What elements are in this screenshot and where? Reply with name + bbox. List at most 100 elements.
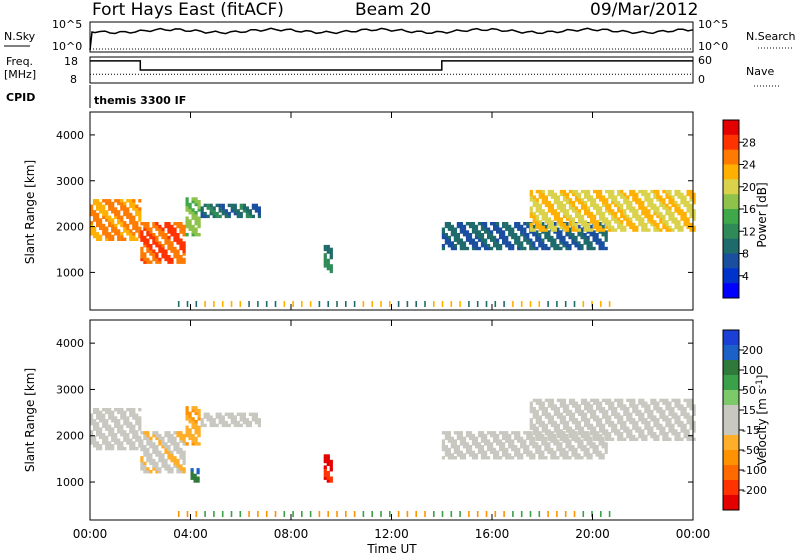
heat-cell [459, 244, 463, 248]
heat-cell [505, 456, 509, 460]
heat-cell [487, 442, 491, 446]
heat-cell [544, 217, 548, 221]
heat-cell [656, 198, 660, 202]
heat-cell [574, 450, 578, 454]
heat-cell [146, 227, 150, 231]
heat-cell [611, 412, 615, 416]
heat-cell [568, 227, 572, 231]
heat-cell [553, 423, 557, 428]
heat-cell [149, 252, 153, 256]
heat-cell [617, 434, 621, 439]
heat-cell [120, 427, 124, 431]
heat-cell [326, 476, 330, 480]
heat-cell [677, 437, 681, 441]
heat-cell [677, 192, 681, 197]
heat-cell [191, 417, 195, 421]
heat-cell [179, 227, 183, 231]
heat-cell [620, 407, 624, 411]
heat-cell [571, 415, 576, 419]
heat-cell [674, 209, 678, 213]
heat-cell [565, 217, 570, 221]
heat-cell [647, 432, 651, 436]
heat-cell [514, 436, 518, 441]
heat-cell [529, 404, 533, 408]
heat-cell [114, 207, 118, 211]
power-ylabel: Slant Range [km] [23, 160, 37, 264]
heat-cell [167, 235, 171, 240]
heat-cell [547, 404, 551, 408]
heat-cell [323, 468, 327, 472]
heat-cell [135, 430, 139, 434]
heat-cell [680, 420, 684, 425]
heat-cell [508, 436, 512, 441]
heat-cell [538, 432, 542, 436]
heat-cell [544, 456, 548, 460]
heat-cell [683, 409, 687, 414]
heat-cell [547, 189, 551, 194]
heat-cell [596, 437, 600, 441]
heat-cell [194, 222, 198, 226]
heat-cell [164, 447, 168, 452]
heat-cell [544, 412, 548, 416]
heat-cell [146, 453, 150, 457]
heat-cell [477, 445, 482, 449]
heat-cell [556, 233, 560, 237]
heat-cell [638, 429, 642, 433]
heat-cell [93, 229, 97, 233]
heat-cell [605, 432, 609, 436]
heat-cell [177, 301, 180, 307]
heat-cell [480, 222, 485, 226]
heat-cell [182, 461, 186, 466]
heat-cell [574, 206, 579, 210]
heat-cell [176, 238, 180, 242]
colorbar-tick-label: 24 [742, 159, 756, 172]
heat-cell [596, 415, 600, 419]
heat-cell [650, 222, 654, 227]
heat-cell [132, 433, 136, 437]
heat-cell [155, 260, 159, 264]
heat-cell [194, 411, 198, 416]
heat-cell [126, 419, 130, 423]
heat-cell [647, 209, 651, 213]
heat-cell [96, 204, 100, 208]
heat-cell [161, 461, 165, 466]
heat-cell [535, 418, 539, 422]
heat-cell [215, 423, 219, 428]
heat-cell [248, 209, 252, 213]
heat-cell [499, 230, 503, 234]
heat-cell [152, 442, 156, 446]
heat-cell [611, 407, 615, 411]
heat-cell [138, 210, 142, 214]
heat-cell [490, 447, 494, 452]
heat-cell [318, 301, 321, 307]
heat-cell [526, 445, 530, 449]
heat-cell [662, 206, 666, 210]
heat-cell [93, 212, 97, 217]
heat-cell [520, 301, 523, 307]
heat-cell [164, 433, 168, 438]
heat-cell [680, 211, 684, 216]
heat-cell [538, 192, 542, 197]
heat-cell [689, 423, 693, 428]
heat-cell [620, 426, 624, 430]
heat-cell [601, 246, 605, 251]
colorbar-tick-label: 28 [742, 136, 756, 149]
heat-cell [453, 431, 457, 435]
heat-cell [580, 412, 585, 416]
heat-cell [114, 438, 118, 442]
heat-cell [161, 227, 165, 231]
beam-label: Beam 20 [355, 0, 432, 20]
heat-cell [532, 217, 536, 221]
heat-cell [529, 214, 533, 219]
heat-cell [590, 432, 594, 436]
heat-cell [559, 222, 563, 227]
heat-cell [326, 457, 330, 461]
heat-cell [608, 511, 611, 517]
heat-cell [529, 437, 533, 441]
heat-cell [239, 423, 243, 428]
heat-cell [665, 437, 669, 441]
heat-cell [538, 222, 542, 227]
heat-cell [559, 203, 563, 208]
heat-cell [596, 434, 600, 439]
heat-cell [471, 241, 476, 245]
